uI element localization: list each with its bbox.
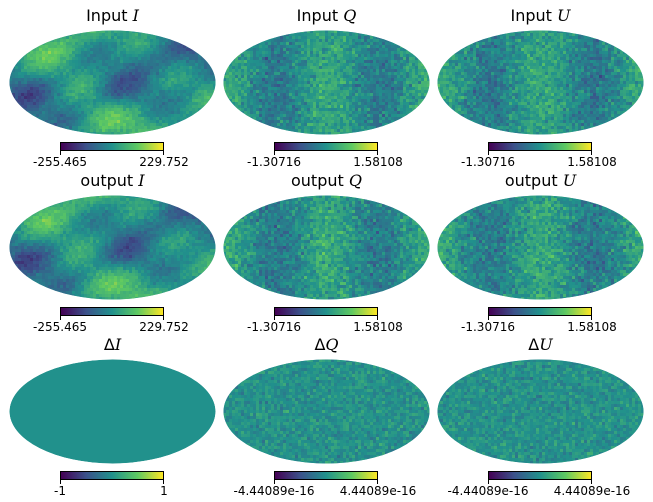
title-symbol: U: [557, 6, 571, 25]
colorbar-max-label: 229.752: [139, 320, 189, 334]
mollweide-map-input-q: [223, 30, 430, 135]
mollweide-map-input-u: [437, 30, 644, 135]
panel-output-q: output Q -1.30716 1.58108: [220, 165, 433, 334]
mollweide-map-delta-u: [437, 359, 644, 464]
colorbar-tick: [377, 480, 378, 484]
colorbar: [488, 307, 592, 316]
title-prefix: Δ: [314, 335, 326, 354]
colorbar-tick: [488, 151, 489, 155]
colorbar-max-label: 1.58108: [567, 155, 617, 169]
panel-output-i: output I -255.465 229.752: [6, 165, 219, 334]
colorbar-tick: [60, 151, 61, 155]
colorbar-max-label: 1: [160, 484, 168, 498]
panel-delta-u: ΔU -4.44089e-16 4.44089e-16: [434, 329, 647, 498]
mollweide-map-input-i: [9, 30, 216, 135]
colorbar-min-label: -4.44089e-16: [233, 484, 315, 498]
title-prefix: Δ: [528, 335, 540, 354]
title-symbol: Q: [325, 335, 339, 354]
colorbar-tick: [163, 316, 164, 320]
colorbar: [488, 471, 592, 480]
mollweide-map-delta-i: [9, 359, 216, 464]
mollweide-map-output-q: [223, 195, 430, 300]
colorbar-min-label: -1.30716: [247, 155, 301, 169]
colorbar-min-label: -255.465: [33, 320, 87, 334]
colorbar-tick: [274, 151, 275, 155]
colorbar-tick: [488, 480, 489, 484]
colorbar-tick: [591, 480, 592, 484]
panel-input-q: Input Q -1.30716 1.58108: [220, 0, 433, 169]
title-prefix: Input: [86, 6, 133, 25]
colorbar-max-label: 1.58108: [353, 155, 403, 169]
panel-title: Input I: [6, 6, 219, 26]
colorbar-tick: [274, 480, 275, 484]
panel-title: ΔI: [6, 335, 219, 355]
colorbar-max-label: 229.752: [139, 155, 189, 169]
colorbar-tick: [377, 316, 378, 320]
colorbar-min-label: -1.30716: [247, 320, 301, 334]
colorbar-max-label: 4.44089e-16: [553, 484, 631, 498]
colorbar-max-label: 1.58108: [567, 320, 617, 334]
colorbar-min-label: -1.30716: [461, 320, 515, 334]
title-prefix: Input: [296, 6, 344, 25]
title-symbol: I: [114, 335, 122, 354]
colorbar-max-label: 4.44089e-16: [339, 484, 417, 498]
panel-delta-q: ΔQ -4.44089e-16 4.44089e-16: [220, 329, 433, 498]
colorbar-tick: [488, 316, 489, 320]
panel-input-i: Input I -255.465 229.752: [6, 0, 219, 169]
colorbar-tick: [274, 316, 275, 320]
panel-title: ΔQ: [220, 335, 433, 355]
title-prefix: output: [291, 171, 349, 190]
colorbar: [274, 307, 378, 316]
panel-input-u: Input U -1.30716 1.58108: [434, 0, 647, 169]
colorbar-tick: [591, 151, 592, 155]
title-prefix: output: [504, 171, 563, 190]
title-prefix: Δ: [103, 335, 115, 354]
colorbar-tick: [60, 480, 61, 484]
panel-title: Input U: [434, 6, 647, 26]
colorbar: [488, 142, 592, 151]
panel-title: Input Q: [220, 6, 433, 26]
panel-title: output Q: [220, 171, 433, 191]
panel-output-u: output U -1.30716 1.58108: [434, 165, 647, 334]
title-symbol: Q: [348, 171, 362, 190]
panel-title: output I: [6, 171, 219, 191]
colorbar: [274, 471, 378, 480]
mollweide-map-delta-q: [223, 359, 430, 464]
title-symbol: I: [138, 171, 145, 190]
panel-delta-i: ΔI -1 1: [6, 329, 219, 498]
colorbar-tick: [377, 151, 378, 155]
title-prefix: output: [80, 171, 139, 190]
colorbar: [60, 307, 164, 316]
panel-title: output U: [434, 171, 647, 191]
colorbar-min-label: -1.30716: [461, 155, 515, 169]
colorbar-tick: [163, 151, 164, 155]
colorbar-tick: [60, 316, 61, 320]
mollweide-map-output-i: [9, 195, 216, 300]
colorbar-min-label: -4.44089e-16: [447, 484, 529, 498]
colorbar-tick: [591, 316, 592, 320]
panel-title: ΔU: [434, 335, 647, 355]
title-symbol: Q: [343, 6, 357, 25]
mollweide-map-output-u: [437, 195, 644, 300]
colorbar-tick: [163, 480, 164, 484]
colorbar-min-label: -1: [54, 484, 66, 498]
colorbar: [60, 471, 164, 480]
title-symbol: U: [562, 171, 577, 190]
colorbar: [60, 142, 164, 151]
colorbar-min-label: -255.465: [33, 155, 87, 169]
colorbar-max-label: 1.58108: [353, 320, 403, 334]
title-symbol: I: [132, 6, 139, 25]
title-prefix: Input: [510, 6, 558, 25]
title-symbol: U: [539, 335, 553, 354]
colorbar: [274, 142, 378, 151]
